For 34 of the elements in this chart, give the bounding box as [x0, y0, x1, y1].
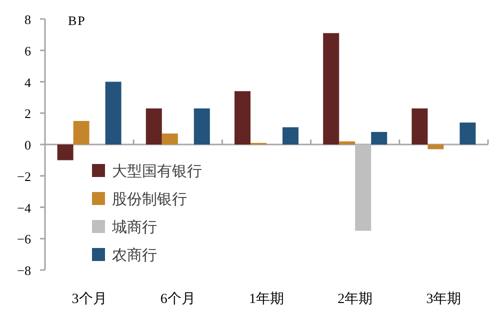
y-tick-label: 2	[24, 106, 31, 122]
y-tick-label: −6	[17, 232, 32, 247]
y-tick-label: −4	[17, 200, 32, 216]
y-tick-label: −8	[17, 263, 31, 278]
legend-label: 农商行	[112, 246, 157, 264]
bar	[428, 144, 444, 150]
legend-label: 大型国有银行	[112, 162, 202, 180]
y-tick-label: 0	[24, 138, 31, 152]
bar	[282, 127, 298, 144]
bar	[105, 82, 122, 144]
legend-label: 城商行	[111, 218, 157, 236]
x-tick-label: 3年期	[426, 291, 462, 307]
bar	[73, 120, 90, 144]
bar	[412, 108, 428, 144]
y-tick-label: 4	[24, 74, 32, 90]
bar	[162, 134, 178, 144]
bar	[355, 144, 372, 231]
bar	[371, 132, 388, 144]
y-axis-title: BP	[68, 13, 86, 28]
bar	[194, 108, 210, 144]
x-tick-label: 2年期	[338, 291, 373, 307]
bar	[57, 144, 74, 160]
y-tick-label: −2	[17, 168, 31, 184]
x-tick-label: 3个月	[72, 291, 107, 307]
bar	[146, 108, 162, 144]
bar	[323, 33, 340, 144]
bar	[339, 141, 356, 144]
x-tick-label: 6个月	[160, 291, 196, 307]
bar	[234, 91, 250, 144]
y-tick-label: 6	[24, 43, 32, 58]
bar	[460, 122, 476, 144]
y-tick-label: 8	[24, 12, 31, 27]
x-tick-label: 1年期	[249, 291, 284, 307]
legend-label: 股份制银行	[112, 190, 187, 208]
